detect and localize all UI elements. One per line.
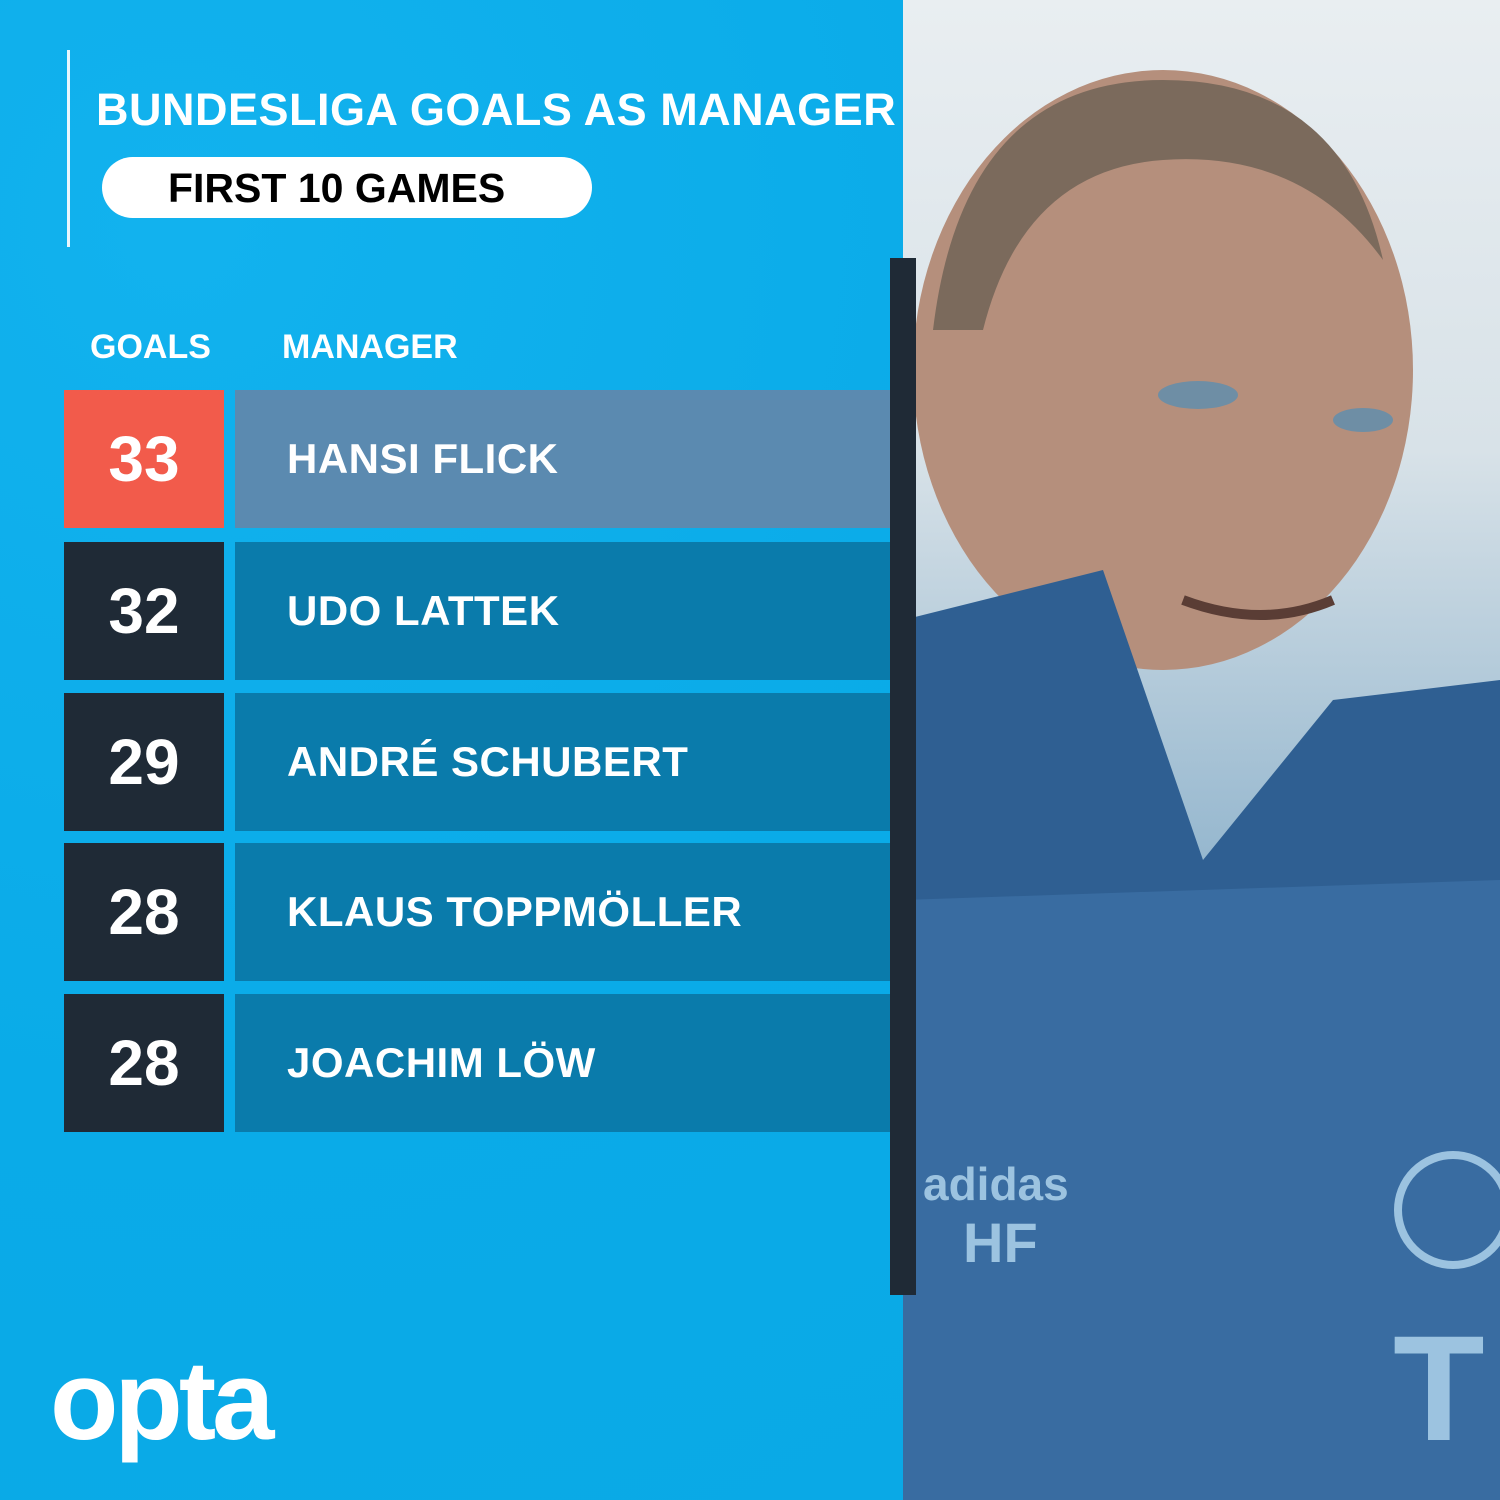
goals-cell: 28 xyxy=(64,843,224,981)
goals-cell: 29 xyxy=(64,693,224,831)
table-row: 28 KLAUS TOPPMÖLLER xyxy=(64,843,890,981)
title-accent-line xyxy=(67,50,70,247)
manager-cell: JOACHIM LÖW xyxy=(235,994,890,1132)
table-row: 32 UDO LATTEK xyxy=(64,542,890,680)
manager-photo: adidas HF T xyxy=(903,0,1500,1500)
table-row: 28 JOACHIM LÖW xyxy=(64,994,890,1132)
column-header-manager: MANAGER xyxy=(282,328,458,366)
manager-cell: KLAUS TOPPMÖLLER xyxy=(235,843,890,981)
goals-cell: 33 xyxy=(64,390,224,528)
sponsor-t-logo: T xyxy=(1393,1304,1485,1472)
adidas-logo: adidas xyxy=(923,1158,1069,1210)
opta-logo: opta xyxy=(50,1338,274,1463)
jacket-initials: HF xyxy=(963,1211,1038,1274)
goals-cell: 28 xyxy=(64,994,224,1132)
subtitle: FIRST 10 GAMES xyxy=(168,165,506,211)
manager-cell: ANDRÉ SCHUBERT xyxy=(235,693,890,831)
title: BUNDESLIGA GOALS AS MANAGER xyxy=(96,84,897,135)
subtitle-pill: FIRST 10 GAMES xyxy=(102,157,592,218)
goals-cell: 32 xyxy=(64,542,224,680)
table-row: 33 HANSI FLICK xyxy=(64,390,890,528)
table-row: 29 ANDRÉ SCHUBERT xyxy=(64,693,890,831)
manager-portrait-illustration: adidas HF T xyxy=(903,70,1500,1500)
club-crest-icon xyxy=(1394,1151,1500,1269)
manager-cell: UDO LATTEK xyxy=(235,542,890,680)
column-header-goals: GOALS xyxy=(90,328,211,366)
divider-bar xyxy=(890,258,916,1295)
infographic-panel: BUNDESLIGA GOALS AS MANAGER FIRST 10 GAM… xyxy=(0,0,903,1500)
manager-cell: HANSI FLICK xyxy=(235,390,890,528)
